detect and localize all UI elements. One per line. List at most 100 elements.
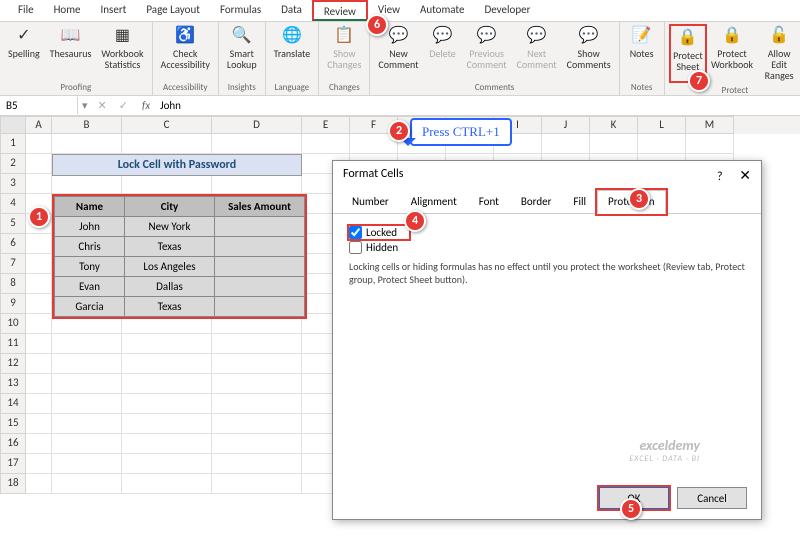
- row-12[interactable]: 12: [0, 354, 26, 374]
- row-9[interactable]: 9: [0, 294, 26, 314]
- notes-icon: 📝: [632, 26, 652, 46]
- table-row[interactable]: ChrisTexas: [55, 237, 305, 257]
- row-6[interactable]: 6: [0, 234, 26, 254]
- dlgtab-alignment[interactable]: Alignment: [400, 190, 468, 213]
- wbstats-button[interactable]: ▦WorkbookStatistics: [97, 24, 147, 80]
- group-label: Accessibility: [157, 80, 214, 95]
- table-row[interactable]: JohnNew York: [55, 217, 305, 237]
- alloweditranges-button[interactable]: 🔓Allow EditRanges: [757, 24, 800, 83]
- showcomments-icon: 💬: [579, 26, 599, 46]
- translate-icon: 🌐: [282, 26, 302, 46]
- col-E[interactable]: E: [302, 116, 350, 134]
- tab-insert[interactable]: Insert: [91, 0, 137, 21]
- col-A[interactable]: A: [26, 116, 52, 134]
- format-cells-dialog: Format Cells ? ✕ NumberAlignmentFontBord…: [332, 160, 762, 520]
- hidden-check[interactable]: [349, 241, 362, 254]
- select-all[interactable]: [0, 116, 26, 134]
- col-D[interactable]: D: [212, 116, 302, 134]
- col-B[interactable]: B: [52, 116, 122, 134]
- ribbon-tabs: FileHomeInsertPage LayoutFormulasDataRev…: [0, 0, 800, 22]
- tab-automate[interactable]: Automate: [410, 0, 475, 21]
- cancel-button[interactable]: Cancel: [677, 487, 747, 509]
- tab-review[interactable]: Review: [312, 0, 368, 21]
- translate-button[interactable]: 🌐Translate: [270, 24, 315, 80]
- name-box[interactable]: B5: [0, 97, 78, 114]
- tab-home[interactable]: Home: [44, 0, 91, 21]
- row-11[interactable]: 11: [0, 334, 26, 354]
- row-16[interactable]: 16: [0, 434, 26, 454]
- row-15[interactable]: 15: [0, 414, 26, 434]
- dlgtab-number[interactable]: Number: [341, 190, 400, 213]
- badge-3: 3: [628, 188, 650, 210]
- row-13[interactable]: 13: [0, 374, 26, 394]
- dlgtab-font[interactable]: Font: [468, 190, 510, 213]
- row-2[interactable]: 2: [0, 154, 26, 174]
- checkacc-icon: ♿: [175, 26, 195, 46]
- next-button: 💬NextComment: [513, 24, 561, 80]
- smartlookup-button[interactable]: 🔍SmartLookup: [223, 24, 261, 80]
- prev-button: 💬PreviousComment: [463, 24, 511, 80]
- dialog-title: Format Cells: [343, 167, 403, 184]
- formula-input[interactable]: John: [158, 97, 183, 114]
- row-5[interactable]: 5: [0, 214, 26, 234]
- thesaurus-button[interactable]: 📖Thesaurus: [46, 24, 96, 80]
- fx-icon[interactable]: fx: [134, 99, 158, 112]
- row-17[interactable]: 17: [0, 454, 26, 474]
- tab-file[interactable]: File: [8, 0, 44, 21]
- ribbon: ✓Spelling📖Thesaurus▦WorkbookStatisticsPr…: [0, 22, 800, 96]
- col-K[interactable]: K: [590, 116, 638, 134]
- checkacc-button[interactable]: ♿CheckAccessibility: [157, 24, 214, 80]
- close-icon[interactable]: ✕: [739, 167, 751, 184]
- row-18[interactable]: 18: [0, 474, 26, 494]
- spelling-button[interactable]: ✓Spelling: [4, 24, 44, 80]
- data-table[interactable]: NameCitySales AmountJohnNew YorkChrisTex…: [52, 194, 307, 319]
- row-14[interactable]: 14: [0, 394, 26, 414]
- formula-bar: B5 ▾ ✕ ✓ fx John: [0, 96, 800, 116]
- locked-checkbox[interactable]: Locked: [349, 226, 409, 239]
- col-M[interactable]: M: [686, 116, 734, 134]
- protectwb-icon: 🔒: [722, 26, 742, 46]
- row-7[interactable]: 7: [0, 254, 26, 274]
- dlgtab-fill[interactable]: Fill: [562, 190, 597, 213]
- callout-ctrl1: Press CTRL+1: [410, 118, 512, 146]
- row-4[interactable]: 4: [0, 194, 26, 214]
- badge-6: 6: [366, 14, 388, 36]
- fx-enter[interactable]: ✓: [113, 99, 134, 112]
- col-J[interactable]: J: [542, 116, 590, 134]
- row-8[interactable]: 8: [0, 274, 26, 294]
- locked-check[interactable]: [349, 226, 362, 239]
- protectwb-button[interactable]: 🔒ProtectWorkbook: [709, 24, 755, 83]
- hidden-checkbox[interactable]: Hidden: [349, 241, 745, 254]
- col-L[interactable]: L: [638, 116, 686, 134]
- table-row[interactable]: EvanDallas: [55, 277, 305, 297]
- row-headers: 123456789101112131415161718: [0, 134, 26, 494]
- tab-formulas[interactable]: Formulas: [210, 0, 271, 21]
- th-salesamount[interactable]: Sales Amount: [215, 197, 305, 217]
- fx-cancel[interactable]: ✕: [92, 99, 113, 112]
- dlgtab-border[interactable]: Border: [510, 190, 563, 213]
- protectsheet-icon: 🔒: [678, 28, 698, 48]
- tab-pagelayout[interactable]: Page Layout: [136, 0, 210, 21]
- table-row[interactable]: TonyLos Angeles: [55, 257, 305, 277]
- badge-5: 5: [620, 498, 642, 520]
- alloweditranges-icon: 🔓: [769, 26, 789, 46]
- namebox-arrow[interactable]: ▾: [78, 99, 92, 112]
- delete-icon: 💬: [433, 26, 453, 46]
- group-label: Proofing: [4, 80, 148, 95]
- showchanges-icon: 📋: [334, 26, 354, 46]
- notes-button[interactable]: 📝Notes: [624, 24, 660, 80]
- tab-data[interactable]: Data: [271, 0, 312, 21]
- dialog-tabs: NumberAlignmentFontBorderFillProtection: [333, 190, 761, 214]
- col-C[interactable]: C: [122, 116, 212, 134]
- tab-developer[interactable]: Developer: [474, 0, 540, 21]
- th-city[interactable]: City: [125, 197, 215, 217]
- watermark: exceldemy EXCEL · DATA · BI: [629, 437, 700, 464]
- th-name[interactable]: Name: [55, 197, 125, 217]
- dialog-help[interactable]: ?: [717, 170, 723, 184]
- row-10[interactable]: 10: [0, 314, 26, 334]
- sheet-title: Lock Cell with Password: [52, 154, 302, 176]
- showcomments-button[interactable]: 💬ShowComments: [563, 24, 615, 80]
- table-row[interactable]: GarciaTexas: [55, 297, 305, 317]
- row-1[interactable]: 1: [0, 134, 26, 154]
- row-3[interactable]: 3: [0, 174, 26, 194]
